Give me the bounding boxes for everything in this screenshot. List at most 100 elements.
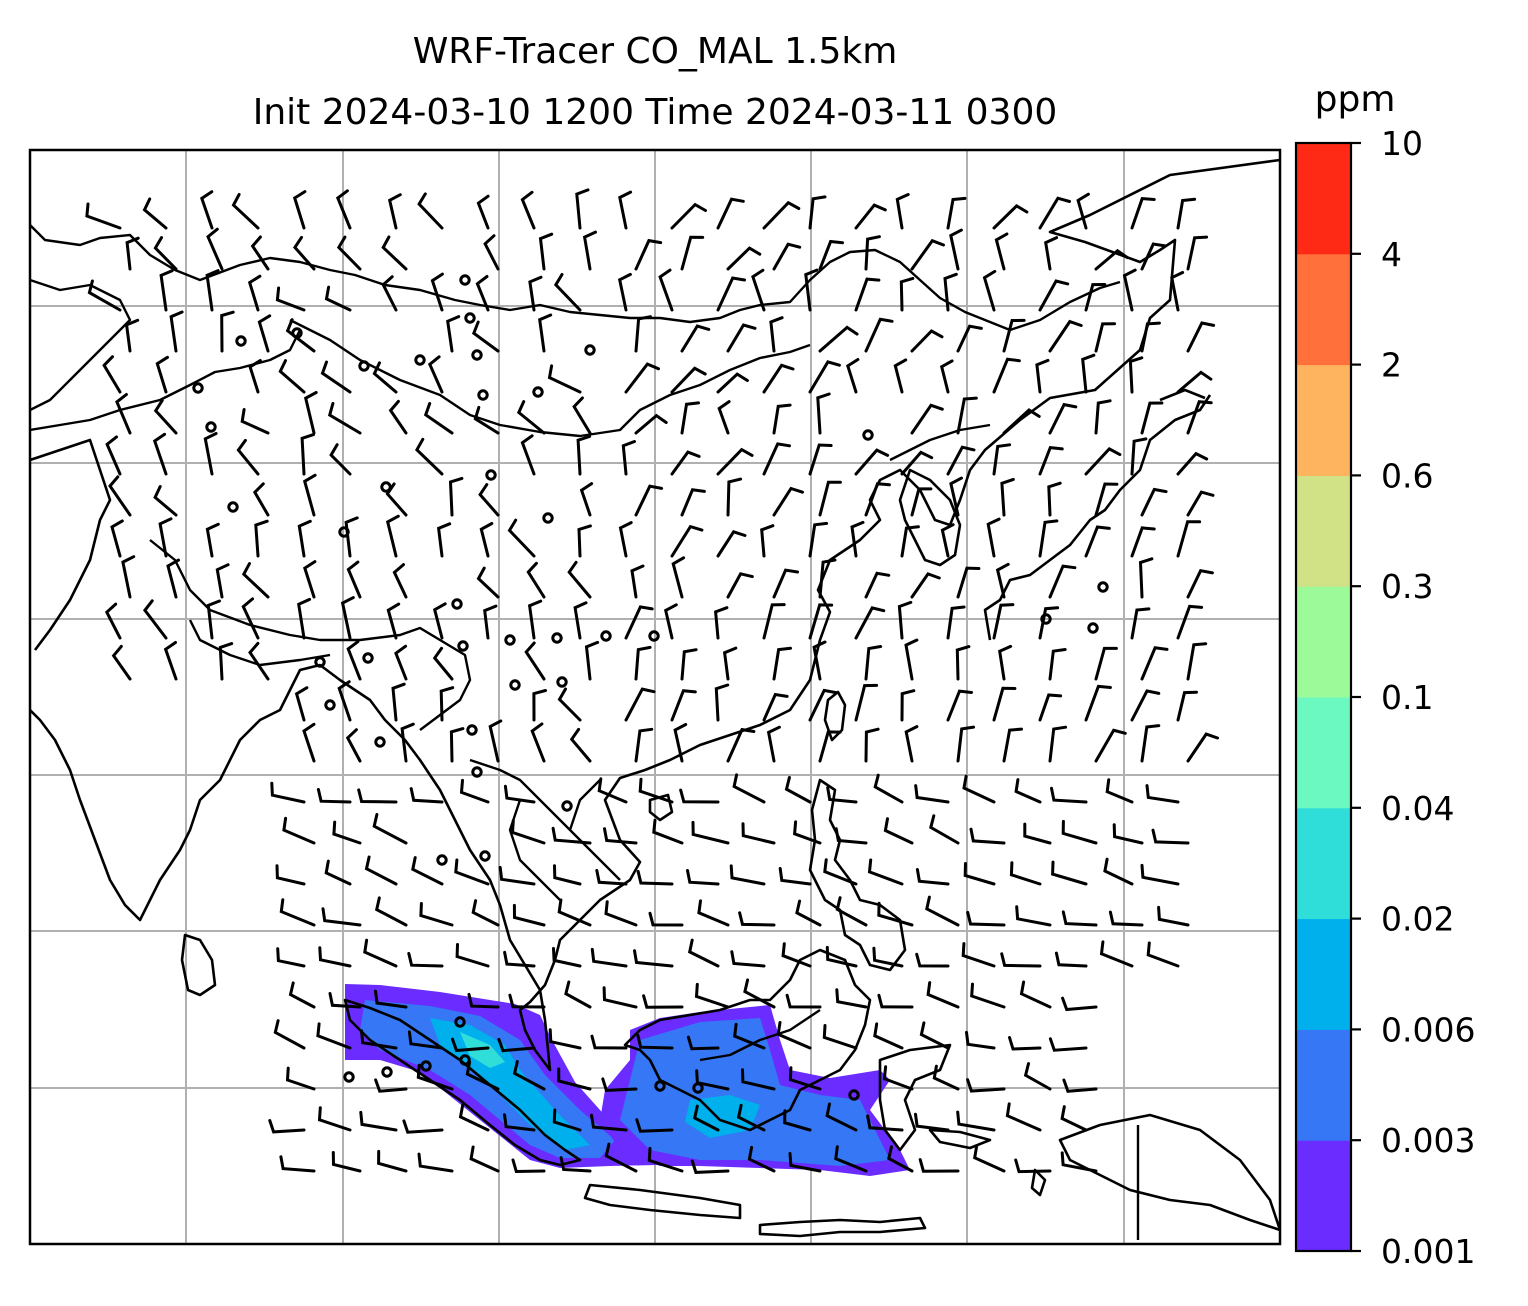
wind-barb — [252, 482, 270, 517]
wind-barb — [633, 949, 674, 968]
wind-barb — [604, 1142, 638, 1173]
wind-barb — [488, 719, 503, 763]
wind-barb — [864, 317, 894, 353]
wind-barb — [285, 318, 316, 353]
wind-barb — [636, 1034, 674, 1050]
border-borneo — [699, 1009, 821, 1062]
wind-barb — [279, 1155, 316, 1173]
wind-barb — [1176, 520, 1202, 558]
wind-barb — [904, 638, 919, 681]
wind-barb — [1038, 445, 1064, 476]
wind-barb — [478, 483, 500, 517]
wind-barb — [867, 858, 904, 886]
wind-barb — [854, 606, 886, 640]
colorbar-segment — [1296, 475, 1351, 587]
wind-barb — [423, 402, 454, 435]
colorbar-segment — [1296, 586, 1351, 698]
wind-barb — [557, 687, 582, 722]
wind-barb — [328, 992, 362, 1009]
wind-barb — [1005, 1102, 1042, 1132]
wind-barb — [321, 907, 362, 927]
plume-borneo-mid — [620, 1018, 890, 1166]
wind-barb — [512, 1060, 546, 1091]
wind-barb — [1130, 437, 1148, 476]
wind-barb — [956, 566, 981, 599]
wind-barb — [595, 869, 628, 886]
wind-barb — [102, 355, 122, 394]
wind-barb — [618, 190, 633, 230]
wind-barb — [992, 603, 1015, 640]
wind-barb — [864, 645, 883, 681]
wind-barb — [359, 1110, 398, 1132]
colorbar-tick-label: 0.04 — [1381, 789, 1454, 828]
wind-barb — [1054, 951, 1088, 968]
wind-barb — [634, 413, 668, 435]
border-china-korea — [889, 423, 991, 462]
wind-barb — [1130, 689, 1161, 722]
wind-barb — [507, 518, 536, 558]
wind-barb — [772, 242, 802, 271]
wind-barb — [573, 601, 588, 640]
calm-wind-marker — [227, 501, 239, 513]
wind-barb — [818, 730, 842, 763]
wind-barb — [772, 486, 804, 517]
wind-barb — [680, 488, 706, 517]
wind-barb — [1130, 526, 1156, 558]
wind-barb — [864, 727, 880, 763]
wind-barb — [854, 683, 879, 722]
wind-barb — [663, 603, 678, 640]
wind-barb — [1035, 358, 1050, 394]
wind-barb — [579, 482, 594, 517]
wind-barb — [577, 524, 592, 558]
wind-barb — [411, 856, 444, 886]
wind-barb — [374, 1078, 408, 1093]
wind-barb — [691, 820, 730, 845]
wind-barb — [969, 827, 1006, 845]
wind-barb — [1122, 268, 1137, 312]
wind-barb — [276, 947, 306, 968]
wind-barb — [567, 560, 592, 599]
wind-barb — [552, 947, 582, 968]
wind-barb — [153, 399, 178, 435]
wind-barb — [372, 361, 398, 394]
wind-barb — [1038, 693, 1063, 722]
wind-barb — [726, 246, 762, 271]
calm-wind-marker — [509, 679, 521, 691]
wind-barb — [215, 563, 230, 599]
wind-barb — [962, 774, 996, 804]
wind-barb — [1002, 408, 1041, 435]
wind-barb — [1140, 401, 1164, 435]
calm-wind-marker — [459, 274, 471, 286]
wind-barb — [152, 432, 168, 476]
wind-barb — [302, 722, 316, 763]
wind-barb — [1170, 271, 1185, 312]
wind-barb — [617, 272, 632, 312]
calm-wind-marker — [654, 1080, 666, 1092]
wind-barb — [808, 443, 833, 476]
wind-barb — [1094, 728, 1127, 763]
wind-barb — [520, 190, 536, 230]
wind-barb — [1145, 784, 1180, 804]
wind-barb — [686, 869, 720, 886]
wind-barb — [407, 1030, 444, 1050]
wind-barb — [601, 1077, 638, 1092]
wind-barb — [872, 946, 904, 968]
wind-barb — [795, 899, 822, 927]
border-south-asia — [149, 539, 472, 731]
wind-barb — [671, 556, 686, 599]
coast-korea — [898, 468, 962, 567]
coast-maluku — [1030, 1168, 1047, 1197]
wind-barb — [973, 1144, 1006, 1173]
wind-barb — [624, 362, 660, 394]
wind-barb — [1002, 727, 1023, 763]
wind-barb — [374, 896, 408, 927]
wind-barb — [926, 981, 960, 1009]
wind-barb — [680, 648, 698, 681]
colorbar-tick-label: 10 — [1381, 124, 1423, 163]
wind-barb — [278, 359, 306, 394]
wind-barb — [873, 773, 904, 804]
wind-barb — [648, 911, 684, 927]
wind-barb — [877, 993, 914, 1009]
calm-wind-marker — [291, 327, 303, 339]
